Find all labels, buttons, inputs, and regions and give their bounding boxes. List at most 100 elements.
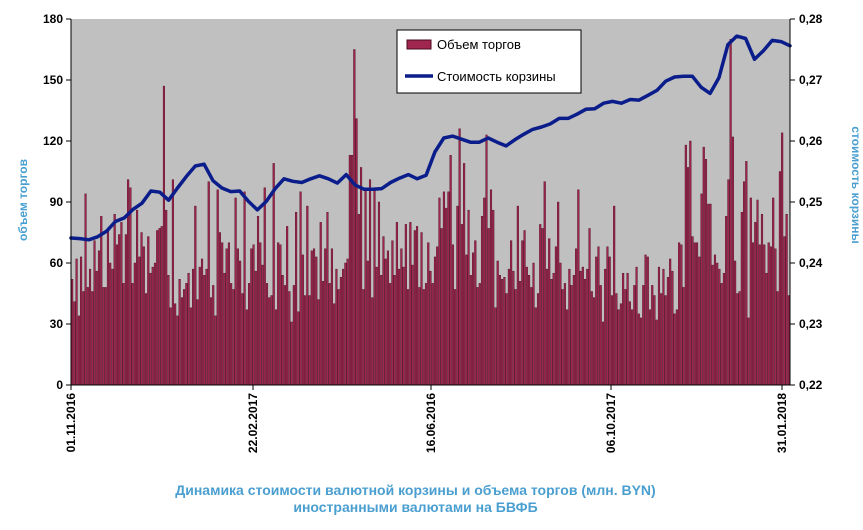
volume-bar <box>115 244 118 386</box>
volume-bar <box>214 315 217 386</box>
volume-bar <box>138 256 141 386</box>
right-tick-label: 0,27 <box>799 73 823 87</box>
volume-bar <box>151 266 154 386</box>
volume-bar <box>678 242 681 386</box>
volume-bar <box>615 293 618 386</box>
volume-bar <box>512 270 515 386</box>
volume-bar <box>86 287 89 386</box>
volume-bar <box>391 240 394 386</box>
volume-bar <box>465 254 468 386</box>
volume-bar <box>442 191 445 386</box>
volume-bar <box>510 240 513 386</box>
volume-bar <box>324 248 327 386</box>
volume-bar <box>588 228 591 386</box>
volume-bar <box>84 193 87 386</box>
volume-bar <box>559 262 562 386</box>
volume-bar <box>483 197 486 386</box>
volume-bar <box>411 264 414 386</box>
x-tick-label: 22.02.2017 <box>246 393 260 453</box>
volume-bar <box>330 248 333 386</box>
volume-bar <box>736 293 739 386</box>
volume-bar <box>259 242 262 386</box>
volume-bar <box>711 264 714 386</box>
volume-bar <box>252 244 255 386</box>
left-tick-label: 150 <box>43 73 63 87</box>
volume-bar <box>671 270 674 386</box>
volume-bar <box>680 244 683 386</box>
volume-bar <box>769 246 773 386</box>
volume-bar <box>120 222 123 386</box>
volume-bar <box>592 297 596 386</box>
volume-bar <box>256 216 260 386</box>
volume-bar <box>628 301 631 386</box>
volume-bar <box>113 213 116 386</box>
volume-bar <box>474 240 477 386</box>
x-tick-label: 01.11.2016 <box>64 393 78 453</box>
volume-bar <box>95 270 98 386</box>
left-axis-title: объем торгов <box>16 159 30 241</box>
volume-bar <box>243 191 246 386</box>
volume-bar <box>476 287 479 386</box>
volume-bar <box>203 275 206 386</box>
volume-bar <box>507 268 510 386</box>
volume-bar <box>534 307 537 386</box>
volume-bar <box>122 283 125 386</box>
volume-bar <box>232 289 235 386</box>
volume-bar <box>691 236 694 386</box>
volume-bar <box>505 293 508 386</box>
volume-bar <box>366 260 369 386</box>
volume-bar <box>657 266 661 386</box>
volume-bar <box>731 136 734 386</box>
volume-bar <box>781 132 784 386</box>
volume-bar <box>77 315 80 386</box>
volume-bar <box>147 236 150 386</box>
volume-bar <box>395 222 398 386</box>
volume-bar <box>763 244 766 386</box>
volume-bar <box>548 238 551 386</box>
volume-bar <box>633 285 636 386</box>
volume-bar <box>283 285 286 386</box>
volume-bar <box>606 246 609 386</box>
volume-bar <box>496 260 499 386</box>
x-tick-label: 31.01.2018 <box>775 393 789 453</box>
volume-bar <box>140 232 143 386</box>
volume-bar <box>241 293 244 386</box>
volume-bar <box>102 287 105 386</box>
volume-bar <box>722 272 725 386</box>
right-tick-label: 0,25 <box>799 195 823 209</box>
x-tick-label: 06.10.2017 <box>604 393 618 453</box>
volume-bar <box>429 270 432 386</box>
volume-bar <box>178 279 181 386</box>
volume-bar <box>747 317 750 386</box>
volume-bar <box>617 309 620 386</box>
volume-bar <box>433 256 437 386</box>
volume-bar <box>458 128 461 386</box>
volume-bar <box>106 230 110 386</box>
volume-bar <box>124 234 127 386</box>
volume-bar <box>174 303 177 386</box>
volume-bar <box>328 283 331 386</box>
volume-bar <box>492 209 495 386</box>
volume-bar <box>351 155 354 386</box>
volume-bar <box>169 307 172 386</box>
right-tick-label: 0,26 <box>799 134 823 148</box>
volume-bar <box>718 268 721 386</box>
volume-bar <box>648 309 652 386</box>
volume-bar <box>431 283 434 386</box>
volume-bar <box>207 181 210 386</box>
volume-bar <box>720 283 723 386</box>
volume-bar <box>734 260 737 386</box>
volume-bar <box>326 211 329 386</box>
volume-bar <box>494 307 497 386</box>
volume-bar <box>377 201 381 386</box>
volume-bar <box>171 179 174 386</box>
volume-bar <box>187 272 190 386</box>
volume-bar <box>277 242 280 386</box>
volume-bar <box>541 228 544 386</box>
volume-bar <box>577 189 580 386</box>
volume-bar <box>288 291 291 386</box>
volume-bar <box>111 268 114 386</box>
volume-bar <box>584 279 587 386</box>
volume-bar <box>248 283 251 386</box>
volume-bar <box>655 319 658 386</box>
